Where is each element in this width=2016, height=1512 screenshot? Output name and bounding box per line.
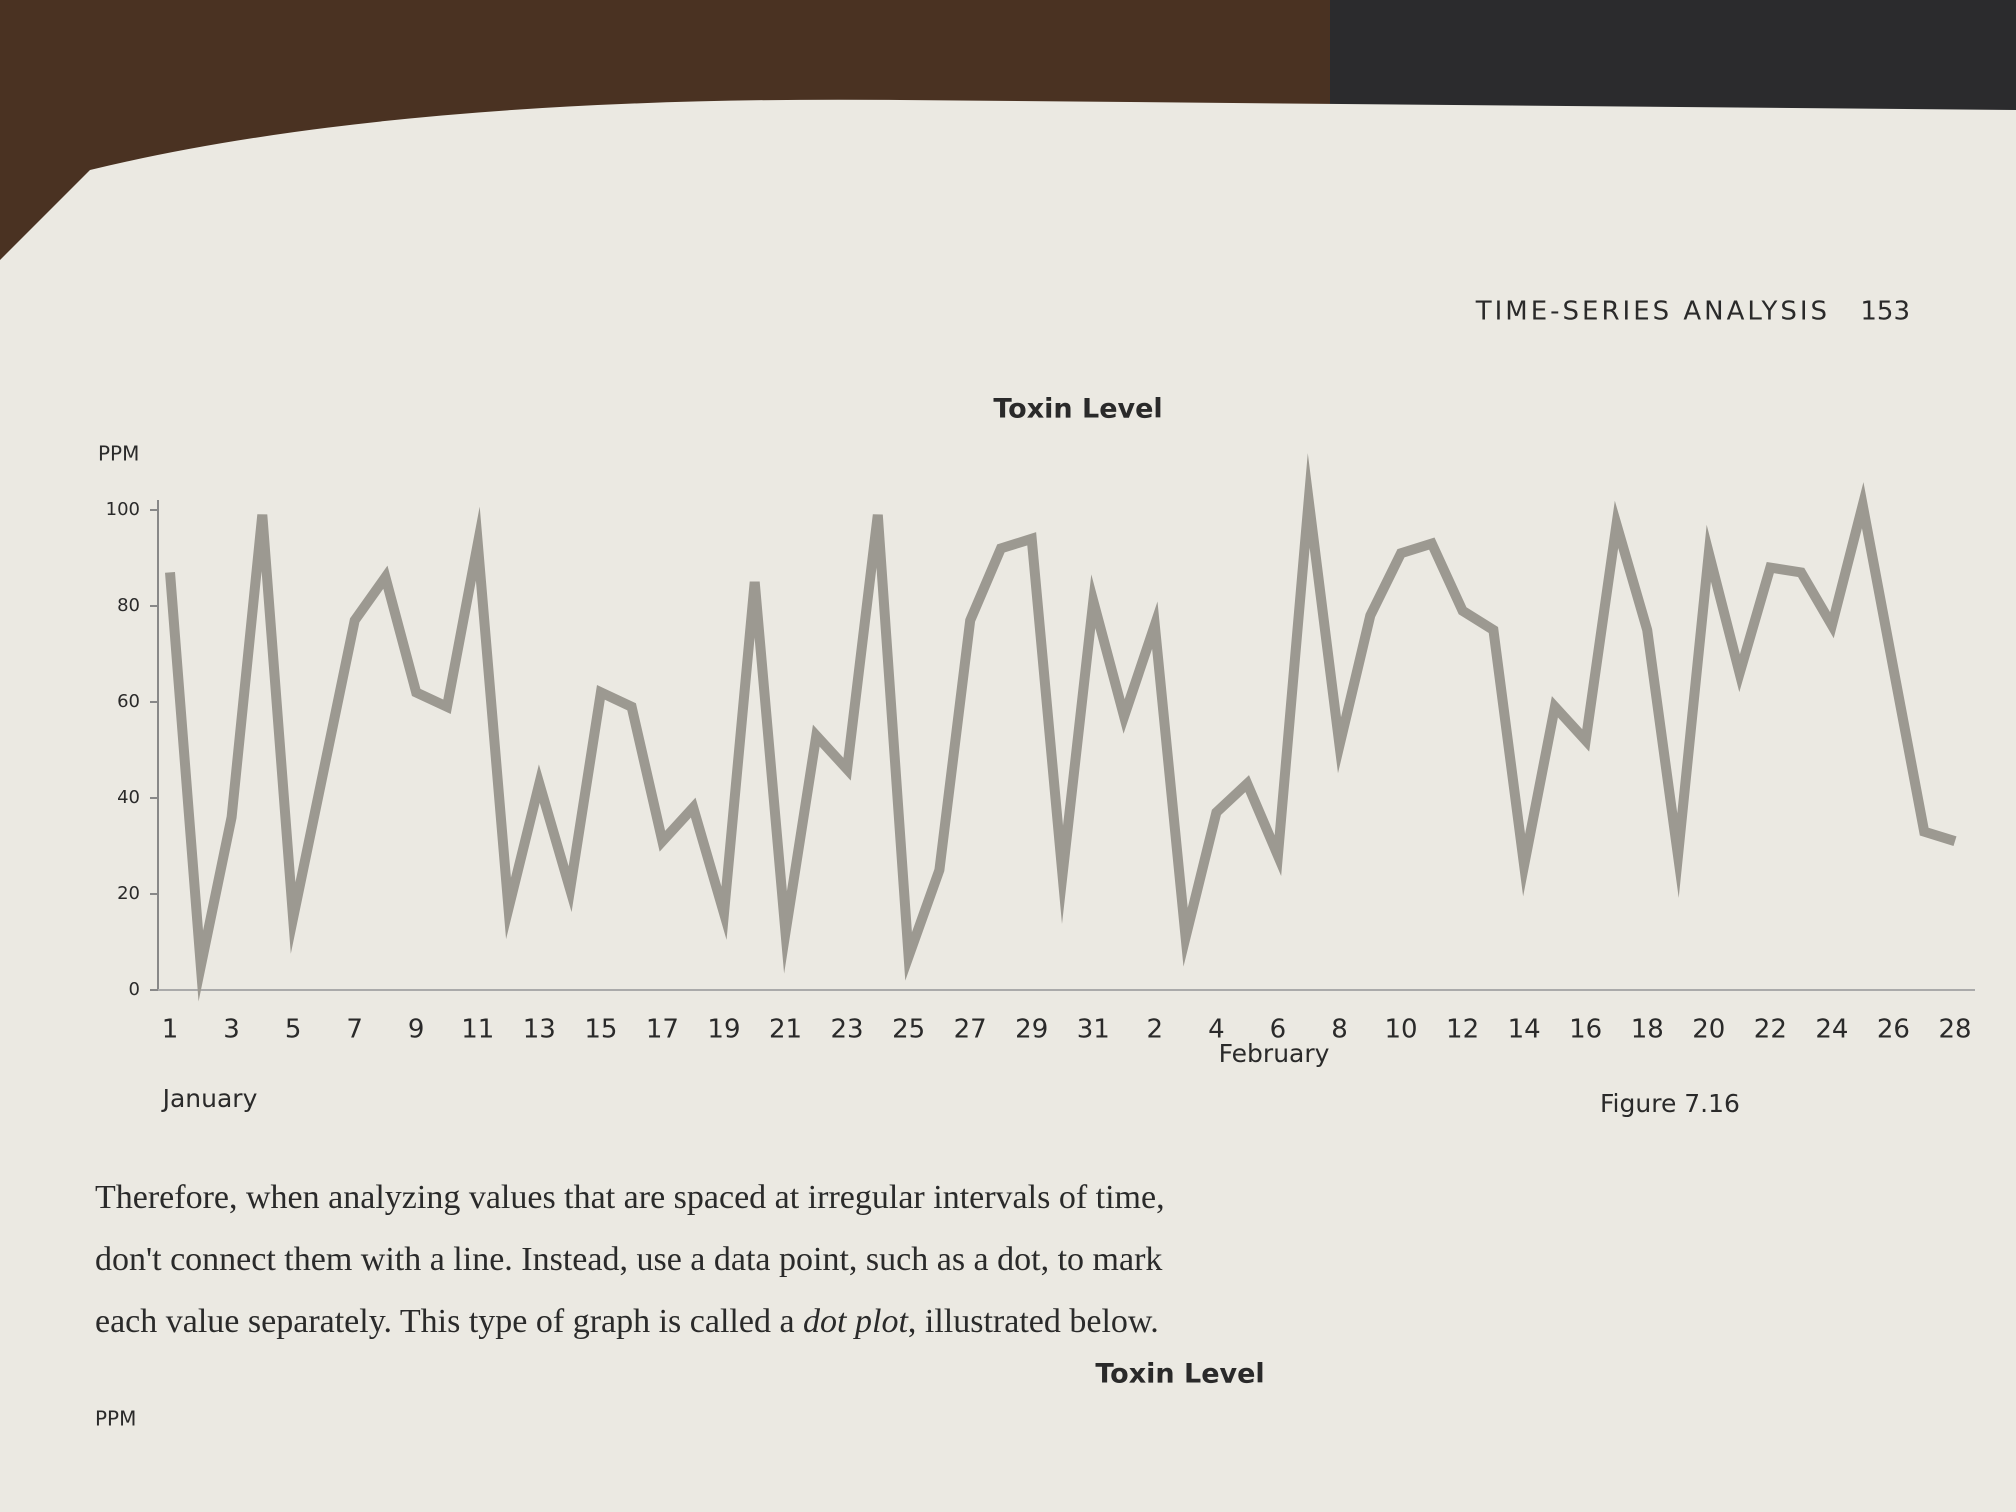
figure-caption: Figure 7.16 [1600, 1089, 1740, 1118]
x-tick-label: 9 [408, 1015, 425, 1045]
x-tick-label: 24 [1815, 1015, 1848, 1045]
chart-title: Toxin Level [993, 394, 1162, 425]
group-label: January [161, 1084, 258, 1113]
text-segment: don't connect them with a line. Instead,… [95, 1241, 1162, 1278]
y-tick-label: 0 [129, 979, 140, 1000]
x-tick-label: 18 [1631, 1015, 1664, 1045]
x-tick-label: 14 [1508, 1015, 1541, 1045]
x-tick-label: 1 [162, 1015, 179, 1045]
x-tick-label: 21 [769, 1015, 802, 1045]
page-number: 153 [1860, 297, 1910, 327]
running-header: TIME-SERIES ANALYSIS [1475, 297, 1830, 327]
x-tick-label: 10 [1384, 1015, 1417, 1045]
y-tick-label: 100 [106, 499, 140, 520]
x-tick-label: 17 [646, 1015, 679, 1045]
x-tick-label: 20 [1692, 1015, 1725, 1045]
x-tick-label: 29 [1015, 1015, 1048, 1045]
paragraph-line: don't connect them with a line. Instead,… [95, 1241, 1162, 1278]
x-tick-label: 25 [892, 1015, 925, 1045]
x-tick-label: 3 [223, 1015, 240, 1045]
x-tick-label: 26 [1877, 1015, 1910, 1045]
paragraph: Therefore, when analyzing values that ar… [95, 1179, 1165, 1340]
x-tick-label: 28 [1938, 1015, 1971, 1045]
next-chart-title: Toxin Level [1095, 1359, 1264, 1390]
x-tick-label: 12 [1446, 1015, 1479, 1045]
y-tick-label: 80 [117, 595, 140, 616]
x-tick-label: 7 [346, 1015, 363, 1045]
x-tick-label: 6 [1270, 1015, 1287, 1045]
x-tick-label: 16 [1569, 1015, 1602, 1045]
x-tick-label: 31 [1077, 1015, 1110, 1045]
paragraph-line: each value separately. This type of grap… [95, 1303, 1159, 1340]
x-tick-label: 27 [954, 1015, 987, 1045]
y-tick-label: 60 [117, 691, 140, 712]
y-tick-label: 40 [117, 787, 140, 808]
group-label: February [1219, 1039, 1330, 1068]
x-tick-label: 4 [1208, 1015, 1225, 1045]
data-line [165, 453, 1957, 1002]
x-tick-label: 19 [707, 1015, 740, 1045]
text-segment: Therefore, when analyzing values that ar… [95, 1179, 1165, 1216]
y-tick-label: 20 [117, 883, 140, 904]
book-page [0, 99, 2016, 1512]
next-y-axis-label: PPM [95, 1407, 136, 1431]
x-tick-label: 13 [523, 1015, 556, 1045]
x-tick-label: 2 [1147, 1015, 1164, 1045]
text-segment: each value separately. This type of grap… [95, 1303, 803, 1340]
paragraph-line: Therefore, when analyzing values that ar… [95, 1179, 1165, 1216]
x-tick-label: 11 [461, 1015, 494, 1045]
x-tick-label: 8 [1331, 1015, 1348, 1045]
x-tick-label: 23 [831, 1015, 864, 1045]
x-tick-label: 22 [1754, 1015, 1787, 1045]
y-axis-label: PPM [98, 442, 139, 466]
text-segment: , illustrated below. [908, 1303, 1159, 1340]
text-segment: dot plot [803, 1303, 909, 1340]
x-tick-label: 15 [584, 1015, 617, 1045]
x-tick-label: 5 [285, 1015, 302, 1045]
